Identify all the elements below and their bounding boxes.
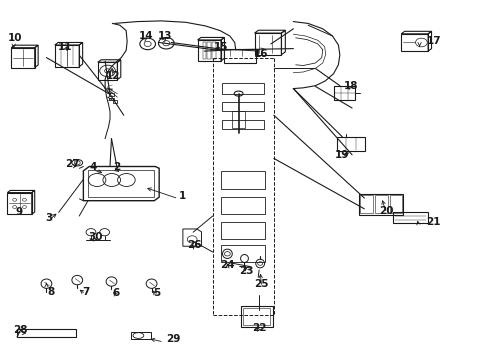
Bar: [334, 86, 354, 100]
Bar: [222, 83, 264, 94]
Text: 10: 10: [7, 33, 22, 43]
Bar: [221, 197, 264, 214]
Bar: [113, 100, 117, 103]
Bar: [109, 93, 114, 96]
Bar: [131, 332, 150, 339]
Text: 28: 28: [13, 325, 28, 336]
Text: 30: 30: [88, 231, 102, 242]
Text: 15: 15: [214, 42, 228, 52]
Text: 23: 23: [238, 266, 253, 276]
Bar: [17, 329, 76, 337]
Text: 7: 7: [81, 287, 89, 297]
Text: 16: 16: [253, 49, 267, 59]
Text: 25: 25: [254, 279, 268, 289]
Text: 2: 2: [113, 162, 120, 172]
Text: 19: 19: [334, 150, 349, 160]
Text: 14: 14: [138, 31, 153, 41]
Bar: [221, 222, 264, 239]
Bar: [222, 102, 264, 111]
Polygon shape: [83, 166, 159, 201]
Bar: [374, 195, 387, 213]
Bar: [207, 42, 211, 59]
Text: 17: 17: [426, 36, 440, 46]
Text: 21: 21: [426, 217, 440, 228]
Text: 9: 9: [16, 207, 23, 217]
Text: 24: 24: [220, 260, 234, 270]
Text: 3: 3: [45, 213, 52, 223]
Bar: [223, 49, 255, 63]
Text: 27: 27: [65, 159, 80, 169]
Text: 6: 6: [113, 288, 120, 298]
Bar: [359, 194, 403, 215]
Bar: [389, 195, 402, 213]
Bar: [243, 308, 269, 325]
Bar: [231, 111, 245, 128]
Text: 4: 4: [89, 162, 97, 172]
Text: 18: 18: [343, 81, 358, 91]
Text: 22: 22: [251, 323, 266, 333]
Text: 13: 13: [158, 31, 172, 41]
Bar: [336, 137, 365, 151]
Bar: [221, 245, 264, 262]
Text: 12: 12: [106, 71, 121, 81]
Bar: [240, 306, 272, 327]
Text: 26: 26: [187, 240, 202, 250]
Bar: [392, 212, 427, 223]
Text: 11: 11: [58, 42, 72, 52]
Bar: [109, 98, 114, 100]
Bar: [360, 195, 372, 213]
Text: 5: 5: [153, 288, 160, 298]
Bar: [222, 120, 264, 129]
Text: 1: 1: [178, 191, 185, 201]
Text: 20: 20: [378, 206, 393, 216]
Bar: [212, 42, 215, 59]
Text: 29: 29: [166, 334, 180, 344]
Bar: [221, 171, 264, 189]
Bar: [203, 42, 206, 59]
Bar: [88, 170, 154, 197]
Text: 8: 8: [48, 287, 55, 297]
